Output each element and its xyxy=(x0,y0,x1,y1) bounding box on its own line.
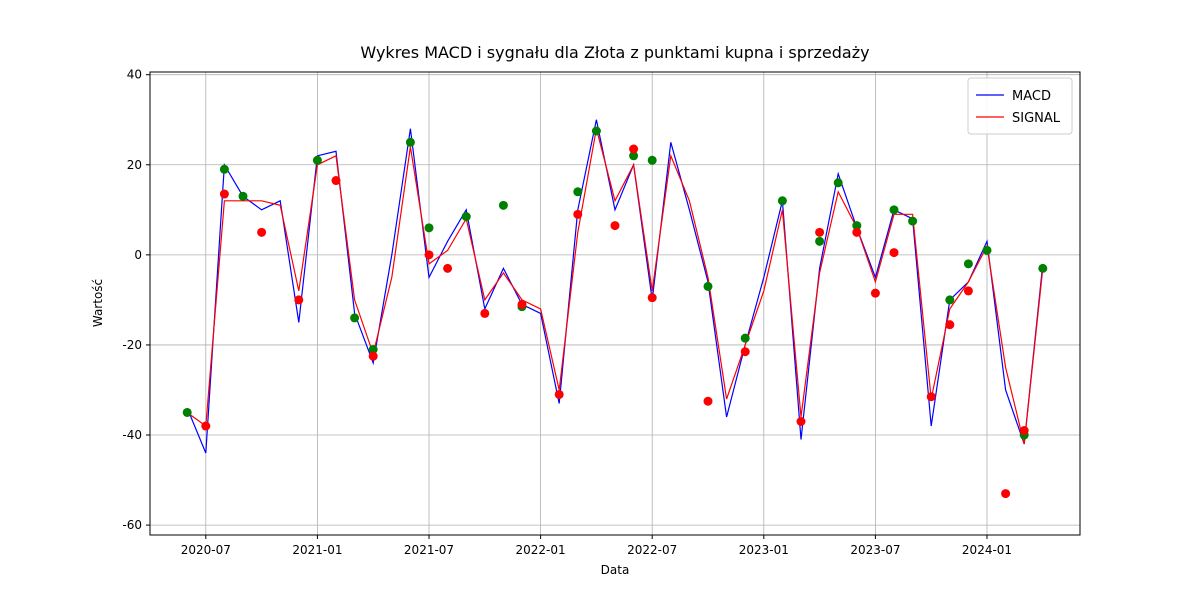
signal-point xyxy=(443,263,453,273)
y-tick-label: -20 xyxy=(122,338,142,352)
signal-point xyxy=(852,221,862,231)
signal-point xyxy=(368,344,378,354)
series-line xyxy=(186,119,1044,454)
signal-point xyxy=(629,144,639,154)
signal-point xyxy=(554,389,564,399)
signal-point xyxy=(238,191,248,201)
y-tick-label: -60 xyxy=(122,518,142,532)
signal-point xyxy=(424,223,434,233)
signal-point xyxy=(517,299,527,309)
signal-point xyxy=(480,308,490,318)
signal-point xyxy=(963,259,973,269)
signal-point xyxy=(405,137,415,147)
legend: MACD SIGNAL xyxy=(967,77,1073,135)
signal-point xyxy=(1019,426,1029,436)
signal-point xyxy=(963,286,973,296)
legend-box xyxy=(967,77,1073,135)
signal-point xyxy=(182,407,192,417)
signal-point xyxy=(647,293,657,303)
signal-point xyxy=(312,155,322,165)
x-tick-label: 2022-01 xyxy=(516,543,566,557)
legend-label: SIGNAL xyxy=(1012,111,1061,126)
signal-point xyxy=(852,227,862,237)
signal-point xyxy=(926,392,936,402)
signal-point xyxy=(870,288,880,298)
y-tick-label: 0 xyxy=(134,248,142,262)
x-tick-label: 2024-01 xyxy=(962,543,1012,557)
signal-point xyxy=(777,196,787,206)
x-axis-label: Data xyxy=(601,563,630,577)
x-tick-label: 2021-01 xyxy=(292,543,342,557)
plot-area xyxy=(150,72,1080,535)
x-tick-label: 2023-07 xyxy=(850,543,900,557)
y-tick-label: 20 xyxy=(127,158,142,172)
signal-point xyxy=(815,227,825,237)
signal-point xyxy=(257,227,267,237)
chart-title: Wykres MACD i sygnału dla Złota z punkta… xyxy=(360,43,869,62)
signal-point xyxy=(982,245,992,255)
series-line xyxy=(186,128,1044,445)
signal-point xyxy=(424,250,434,260)
signal-point xyxy=(703,396,713,406)
signal-point xyxy=(833,178,843,188)
signal-point xyxy=(591,126,601,136)
signal-point xyxy=(610,221,620,231)
signal-point xyxy=(350,313,360,323)
signal-point xyxy=(703,281,713,291)
signal-point xyxy=(889,205,899,215)
plot xyxy=(182,119,1048,499)
signal-point xyxy=(461,212,471,222)
axes-frame xyxy=(149,71,1081,536)
signal-point xyxy=(219,189,229,199)
signal-point xyxy=(815,236,825,246)
signal-point xyxy=(908,216,918,226)
signal-point xyxy=(368,351,378,361)
grid: -60 -40 -20 0 20 40 2020-07 2021-01 2021-07 2022-… xyxy=(122,68,1080,557)
legend-label: MACD xyxy=(1012,89,1051,104)
signal-point xyxy=(740,347,750,357)
signal-point xyxy=(201,421,211,431)
signal-point xyxy=(1038,263,1048,273)
signal-point xyxy=(573,209,583,219)
x-tick-label: 2023-01 xyxy=(739,543,789,557)
signal-point xyxy=(945,320,955,330)
signal-point xyxy=(1001,489,1011,499)
y-tick-label: 40 xyxy=(127,68,142,82)
signal-point xyxy=(945,295,955,305)
signal-point xyxy=(294,295,304,305)
x-tick-label: 2021-07 xyxy=(404,543,454,557)
signal-point xyxy=(219,164,229,174)
signal-point xyxy=(647,155,657,165)
x-tick-label: 2022-07 xyxy=(627,543,677,557)
y-tick-label: -40 xyxy=(122,428,142,442)
signal-point xyxy=(573,187,583,197)
signal-point xyxy=(498,200,508,210)
x-tick-label: 2020-07 xyxy=(181,543,231,557)
signal-point xyxy=(740,333,750,343)
signal-point xyxy=(629,151,639,161)
signal-point xyxy=(796,417,806,427)
signal-point xyxy=(889,248,899,258)
signal-point xyxy=(331,176,341,186)
y-axis-label: Wartość xyxy=(91,279,105,327)
